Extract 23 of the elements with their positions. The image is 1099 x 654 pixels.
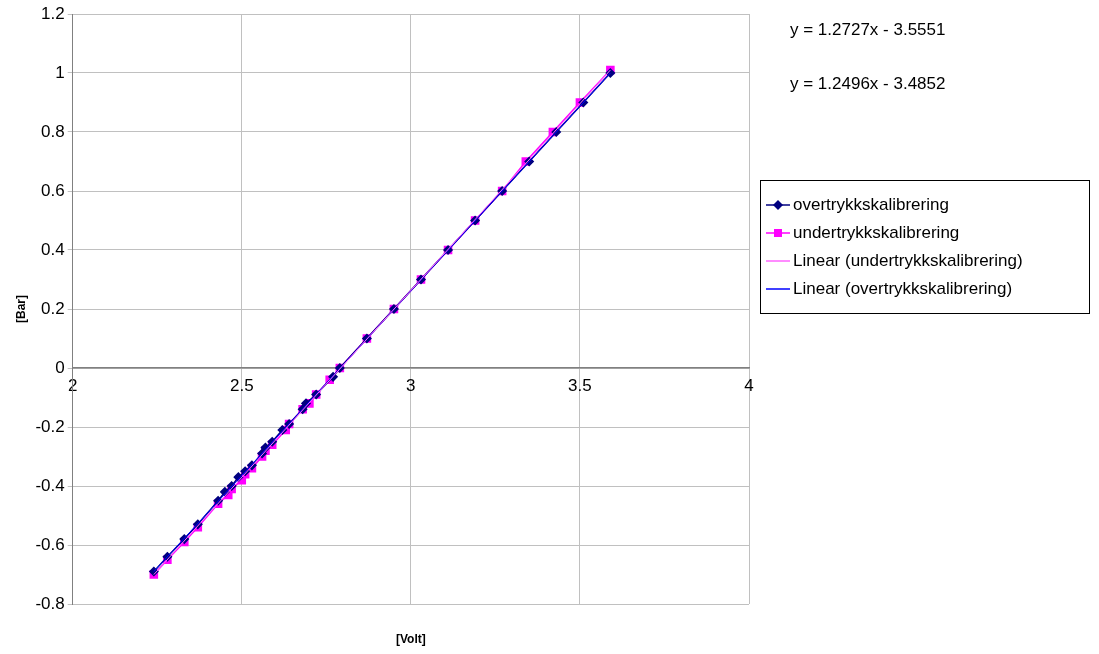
y-axis-title: [Bar]	[13, 294, 28, 324]
y-tick-label: 0.4	[41, 239, 65, 259]
y-tick-label: 0.2	[41, 298, 65, 318]
text: y = 1.2727x - 3.5551	[790, 19, 946, 39]
y-tick-label: -0.4	[35, 475, 65, 495]
y-tick-label: 0	[55, 357, 65, 377]
y-tick-label: -0.2	[35, 416, 65, 436]
y-tick-label: 1.2	[41, 3, 65, 23]
y-tick-label: 1	[55, 62, 65, 82]
legend-label: Linear (undertrykkskalibrering)	[793, 251, 1023, 271]
text: y = 1.2496x - 3.4852	[790, 73, 946, 93]
legend-label: undertrykkskalibrering	[793, 223, 960, 243]
y-tick-label: 0.8	[41, 121, 65, 141]
x-tick-label: 3.5	[568, 375, 592, 395]
x-tick-label: 2.5	[229, 375, 254, 395]
x-axis-title: [Volt]	[395, 632, 426, 647]
x-tick-label: 3	[406, 375, 416, 395]
y-tick-label: -0.8	[35, 593, 65, 613]
y-tick-label: -0.6	[35, 534, 65, 554]
x-tick-label: 4	[744, 375, 754, 395]
y-tick-label: 0.6	[41, 180, 65, 200]
legend-label: Linear (overtrykkskalibrering)	[793, 279, 1013, 299]
legend-label: overtrykkskalibrering	[793, 195, 949, 215]
